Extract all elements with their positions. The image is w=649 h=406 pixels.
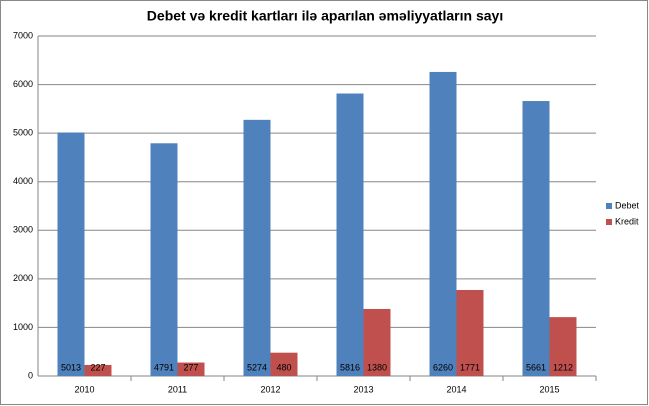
bar <box>150 143 178 376</box>
data-label: 5274 <box>247 362 267 372</box>
y-tick-label: 2000 <box>13 273 33 283</box>
bar <box>336 93 364 376</box>
data-label: 1771 <box>460 362 480 372</box>
data-label: 5816 <box>340 362 360 372</box>
data-label: 5013 <box>61 362 81 372</box>
bar <box>456 289 484 376</box>
x-tick-label: 2010 <box>74 384 94 394</box>
bar <box>363 308 391 376</box>
data-label: 5661 <box>526 362 546 372</box>
legend-label: Kredit <box>615 216 639 226</box>
bar <box>270 352 298 376</box>
y-tick-label: 1000 <box>13 322 33 332</box>
bar <box>84 364 112 376</box>
bar <box>243 119 271 376</box>
data-label: 480 <box>276 362 291 372</box>
y-tick-label: 6000 <box>13 79 33 89</box>
data-label: 4791 <box>154 362 174 372</box>
y-tick-label: 5000 <box>13 128 33 138</box>
bar <box>549 317 577 376</box>
bar <box>522 101 550 376</box>
bar <box>57 132 85 376</box>
y-tick-label: 0 <box>28 370 33 380</box>
data-label: 6260 <box>433 362 453 372</box>
chart-title: Debet və kredit kartları ilə aparılan əm… <box>147 8 503 24</box>
x-tick-label: 2014 <box>446 384 466 394</box>
bar <box>429 71 457 376</box>
bar <box>177 362 205 376</box>
y-tick-label: 7000 <box>13 30 33 40</box>
legend-label: Debet <box>615 200 640 210</box>
x-tick-label: 2012 <box>260 384 280 394</box>
data-label: 227 <box>90 362 105 372</box>
data-label: 277 <box>183 362 198 372</box>
legend-swatch <box>606 219 612 225</box>
y-tick-label: 3000 <box>13 225 33 235</box>
x-tick-label: 2013 <box>353 384 373 394</box>
legend-swatch <box>606 203 612 209</box>
x-tick-label: 2015 <box>539 384 559 394</box>
data-label: 1212 <box>553 362 573 372</box>
x-tick-label: 2011 <box>168 384 187 394</box>
data-label: 1380 <box>367 362 387 372</box>
y-tick-label: 4000 <box>13 176 33 186</box>
